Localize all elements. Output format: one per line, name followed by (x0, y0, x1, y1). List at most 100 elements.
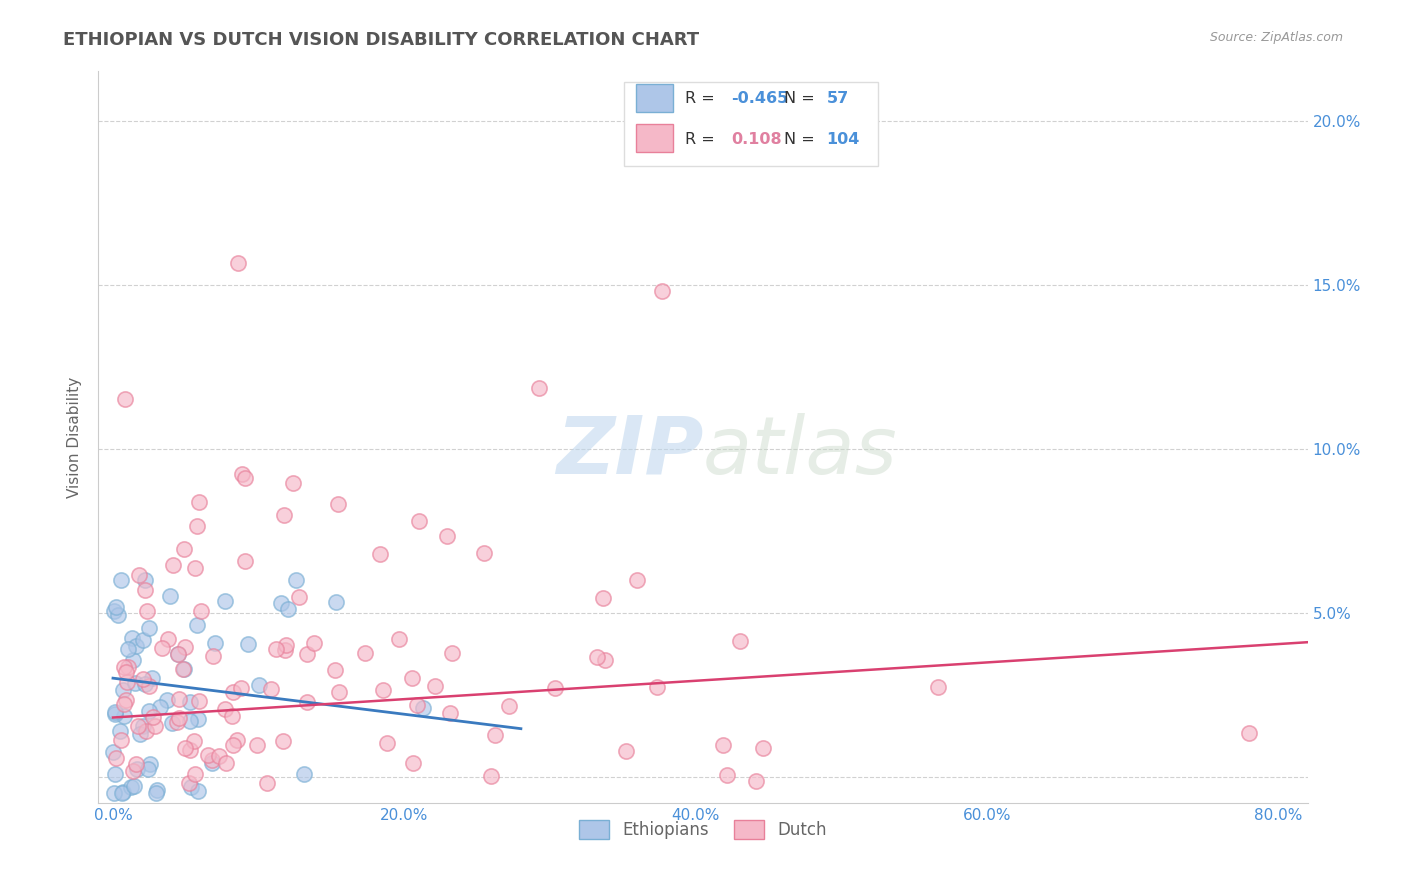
Point (183, 734, 205, 748)
Point (326, 497, 349, 511)
Point (745, 773, 768, 788)
Point (645, 680, 668, 694)
Point (439, 706, 461, 720)
Point (402, 756, 425, 770)
Point (231, 467, 253, 482)
Point (132, 672, 155, 686)
Point (159, 589, 181, 603)
Y-axis label: Vision Disability: Vision Disability (67, 376, 83, 498)
Point (294, 766, 316, 780)
Point (117, 659, 139, 673)
Point (388, 632, 411, 647)
Point (236, 637, 259, 651)
Point (143, 719, 166, 733)
Point (222, 684, 245, 698)
Point (283, 475, 305, 490)
Point (412, 701, 434, 715)
Point (328, 685, 350, 699)
Point (187, 712, 209, 726)
Point (173, 662, 195, 676)
Point (135, 723, 157, 738)
Point (295, 648, 318, 662)
Point (273, 508, 295, 523)
Point (145, 786, 167, 800)
Point (184, 766, 207, 780)
Point (132, 632, 155, 647)
FancyBboxPatch shape (637, 124, 672, 152)
Text: ZIP: ZIP (555, 413, 703, 491)
Point (115, 692, 138, 706)
Point (614, 743, 637, 757)
Point (592, 591, 614, 606)
Text: 57: 57 (827, 91, 849, 106)
Point (177, 776, 200, 790)
Point (111, 785, 134, 799)
Point (285, 573, 308, 587)
Point (179, 714, 201, 729)
Point (484, 728, 506, 742)
Point (186, 519, 208, 533)
Point (110, 786, 132, 800)
Text: Source: ZipAtlas.com: Source: ZipAtlas.com (1209, 31, 1343, 45)
Point (141, 672, 163, 686)
Point (927, 680, 949, 694)
Point (368, 547, 391, 561)
Point (121, 631, 143, 645)
Point (221, 709, 243, 723)
Point (593, 653, 616, 667)
Point (440, 646, 463, 660)
Point (214, 594, 236, 608)
Point (160, 715, 183, 730)
Point (112, 660, 135, 674)
Point (325, 663, 347, 677)
Text: 0.108: 0.108 (731, 132, 782, 147)
Point (325, 595, 347, 609)
Point (184, 561, 207, 575)
Point (125, 762, 148, 776)
Point (527, 381, 550, 395)
Point (271, 734, 294, 748)
Point (101, 745, 124, 759)
Point (122, 780, 145, 794)
Legend: Ethiopians, Dutch: Ethiopians, Dutch (572, 814, 834, 846)
Point (1239, 725, 1261, 739)
Point (408, 514, 430, 528)
Point (122, 764, 145, 779)
Point (245, 739, 267, 753)
Point (134, 583, 156, 598)
Point (128, 568, 150, 582)
Point (187, 784, 209, 798)
Point (112, 698, 135, 712)
Point (134, 677, 156, 691)
Point (103, 786, 125, 800)
Point (204, 636, 226, 650)
Point (166, 647, 188, 661)
Point (479, 769, 502, 783)
Point (150, 640, 173, 655)
Point (406, 698, 429, 713)
Point (274, 643, 297, 657)
Point (104, 767, 127, 781)
Point (214, 702, 236, 716)
Point (125, 756, 148, 771)
Point (498, 698, 520, 713)
Point (112, 682, 135, 697)
Text: atlas: atlas (703, 413, 898, 491)
Point (225, 732, 247, 747)
FancyBboxPatch shape (624, 82, 879, 167)
Point (222, 738, 245, 752)
Point (297, 695, 319, 709)
Point (651, 284, 673, 298)
Point (229, 681, 252, 696)
Point (233, 471, 256, 485)
Point (201, 648, 224, 663)
Point (174, 740, 197, 755)
Point (169, 692, 191, 706)
Point (711, 738, 734, 752)
Point (179, 743, 201, 757)
Point (117, 675, 139, 690)
Point (127, 718, 149, 732)
Point (107, 608, 129, 623)
Point (138, 621, 160, 635)
Point (115, 665, 138, 679)
